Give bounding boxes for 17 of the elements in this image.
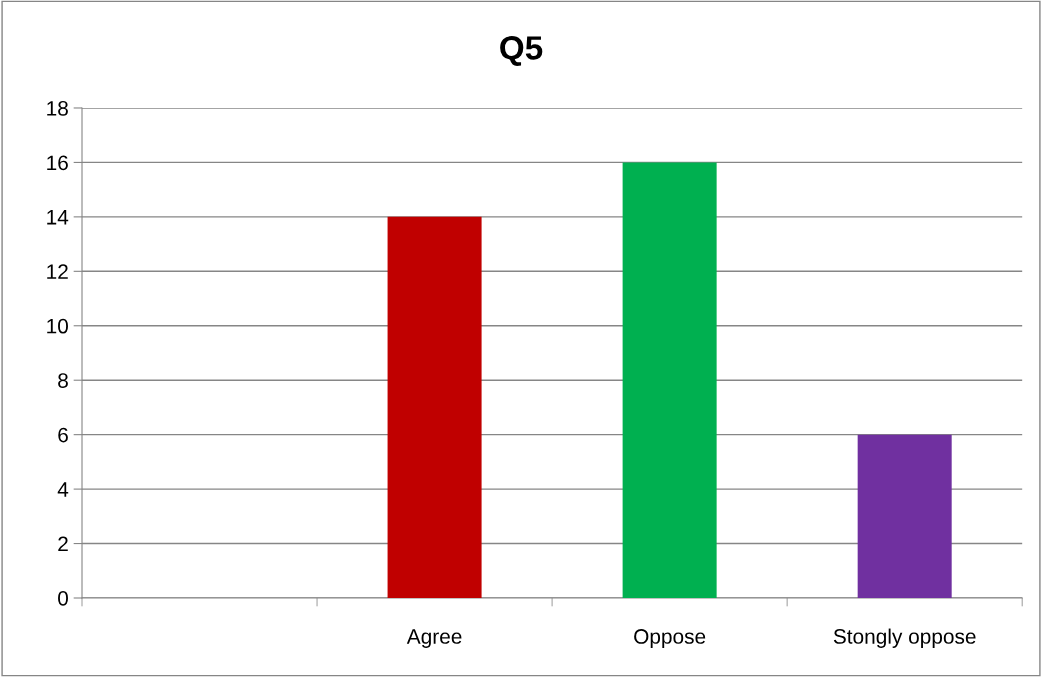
y-tick-label: 2 [58,536,68,552]
y-tick-label: 14 [47,210,69,225]
y-tick-label: 18 [47,100,68,116]
y-tick-label: 10 [47,318,68,334]
bar [387,216,482,598]
y-tick-label: 12 [47,264,68,279]
y-tick-label: 16 [47,155,68,171]
chart-title: Q5 [500,36,543,66]
x-tick-label: Oppose [634,629,706,648]
y-tick-label: 0 [58,591,68,606]
bar [857,434,952,598]
x-tick-label: Agree [406,629,462,648]
y-tick-label: 4 [57,482,69,497]
x-tick-label: Stongly oppose [833,628,976,648]
bar [622,162,717,598]
y-tick-label: 8 [58,373,68,388]
y-tick-label: 6 [58,427,68,443]
